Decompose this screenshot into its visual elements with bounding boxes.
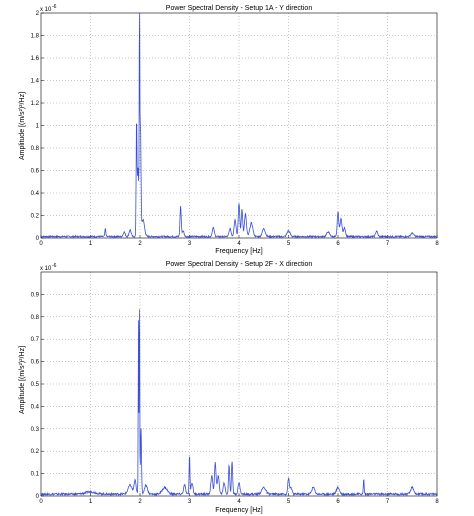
- y-tick-label: 0.6: [31, 169, 40, 175]
- x-tick-label: 6: [336, 241, 340, 247]
- y-tick-label: 1.2: [31, 101, 40, 107]
- y-tick-label: 2: [36, 11, 40, 17]
- grid: [41, 272, 437, 496]
- x-tick-label: 0: [39, 241, 43, 247]
- x-tick-label: 3: [188, 499, 192, 505]
- y-tick-label: 0: [36, 236, 40, 242]
- x-ticks: 0 1 2 3 4 5 6 7 8: [39, 235, 439, 247]
- y-tick-label: 1.6: [31, 56, 40, 62]
- y-axis-label: Amplitude [(m/s²)²/Hz]: [19, 92, 26, 160]
- y-exponent-power: -6: [52, 263, 57, 269]
- y-exponent-power: -6: [52, 4, 57, 10]
- y-tick-label: 1.4: [31, 79, 40, 85]
- x-tick-label: 8: [435, 241, 439, 247]
- x-tick-label: 5: [287, 241, 291, 247]
- psd-chart-setup-2f: Power Spectral Density - Setup 2F - X di…: [19, 261, 439, 514]
- x-tick-label: 3: [188, 241, 192, 247]
- y-exponent-label: x 10: [40, 7, 52, 13]
- y-tick-label: 0.8: [31, 315, 40, 321]
- y-exponent-label: x 10: [40, 266, 52, 272]
- x-tick-label: 8: [435, 499, 439, 505]
- x-axis-label: Frequency [Hz]: [215, 507, 263, 514]
- y-tick-label: 0.8: [31, 146, 40, 152]
- x-tick-label: 1: [89, 499, 93, 505]
- chart-title: Power Spectral Density - Setup 2F - X di…: [166, 261, 313, 268]
- x-tick-label: 6: [336, 499, 340, 505]
- y-tick-label: 0.5: [31, 382, 40, 388]
- grid: [41, 13, 437, 238]
- x-tick-label: 2: [138, 241, 142, 247]
- x-tick-label: 7: [386, 499, 390, 505]
- x-tick-label: 4: [237, 499, 241, 505]
- y-tick-label: 0.4: [31, 191, 40, 197]
- y-tick-label: 0.2: [31, 449, 40, 455]
- x-tick-label: 4: [237, 241, 241, 247]
- y-tick-label: 0.1: [31, 472, 40, 478]
- y-axis-label: Amplitude [(m/s²)²/Hz]: [19, 346, 26, 414]
- y-tick-label: 0.7: [31, 337, 40, 343]
- y-tick-label: 0.4: [31, 404, 40, 410]
- y-tick-label: 0.3: [31, 427, 40, 433]
- y-tick-label: 0.6: [31, 360, 40, 366]
- x-tick-label: 5: [287, 499, 291, 505]
- x-tick-label: 7: [386, 241, 390, 247]
- y-tick-label: 0: [36, 494, 40, 500]
- x-tick-label: 1: [89, 241, 93, 247]
- y-tick-label: 1.8: [31, 34, 40, 40]
- y-ticks: 0 0.1 0.2 0.3 0.4 0.5 0.6 0.7 0.8 0.9: [31, 292, 44, 500]
- y-tick-label: 0.2: [31, 214, 40, 220]
- y-tick-label: 1: [36, 124, 40, 130]
- psd-series-line: [40, 309, 438, 497]
- x-axis-label: Frequency [Hz]: [215, 248, 263, 255]
- x-tick-label: 2: [138, 499, 142, 505]
- y-tick-label: 0.9: [31, 292, 40, 298]
- psd-series-line: [40, 12, 438, 239]
- x-tick-label: 0: [39, 499, 43, 505]
- psd-chart-setup-1a: Power Spectral Density - Setup 1A - Y di…: [19, 4, 439, 255]
- chart-title: Power Spectral Density - Setup 1A - Y di…: [166, 5, 313, 12]
- y-ticks: 0 0.2 0.4 0.6 0.8 1 1.2 1.4 1.6 1.8 2: [31, 11, 44, 242]
